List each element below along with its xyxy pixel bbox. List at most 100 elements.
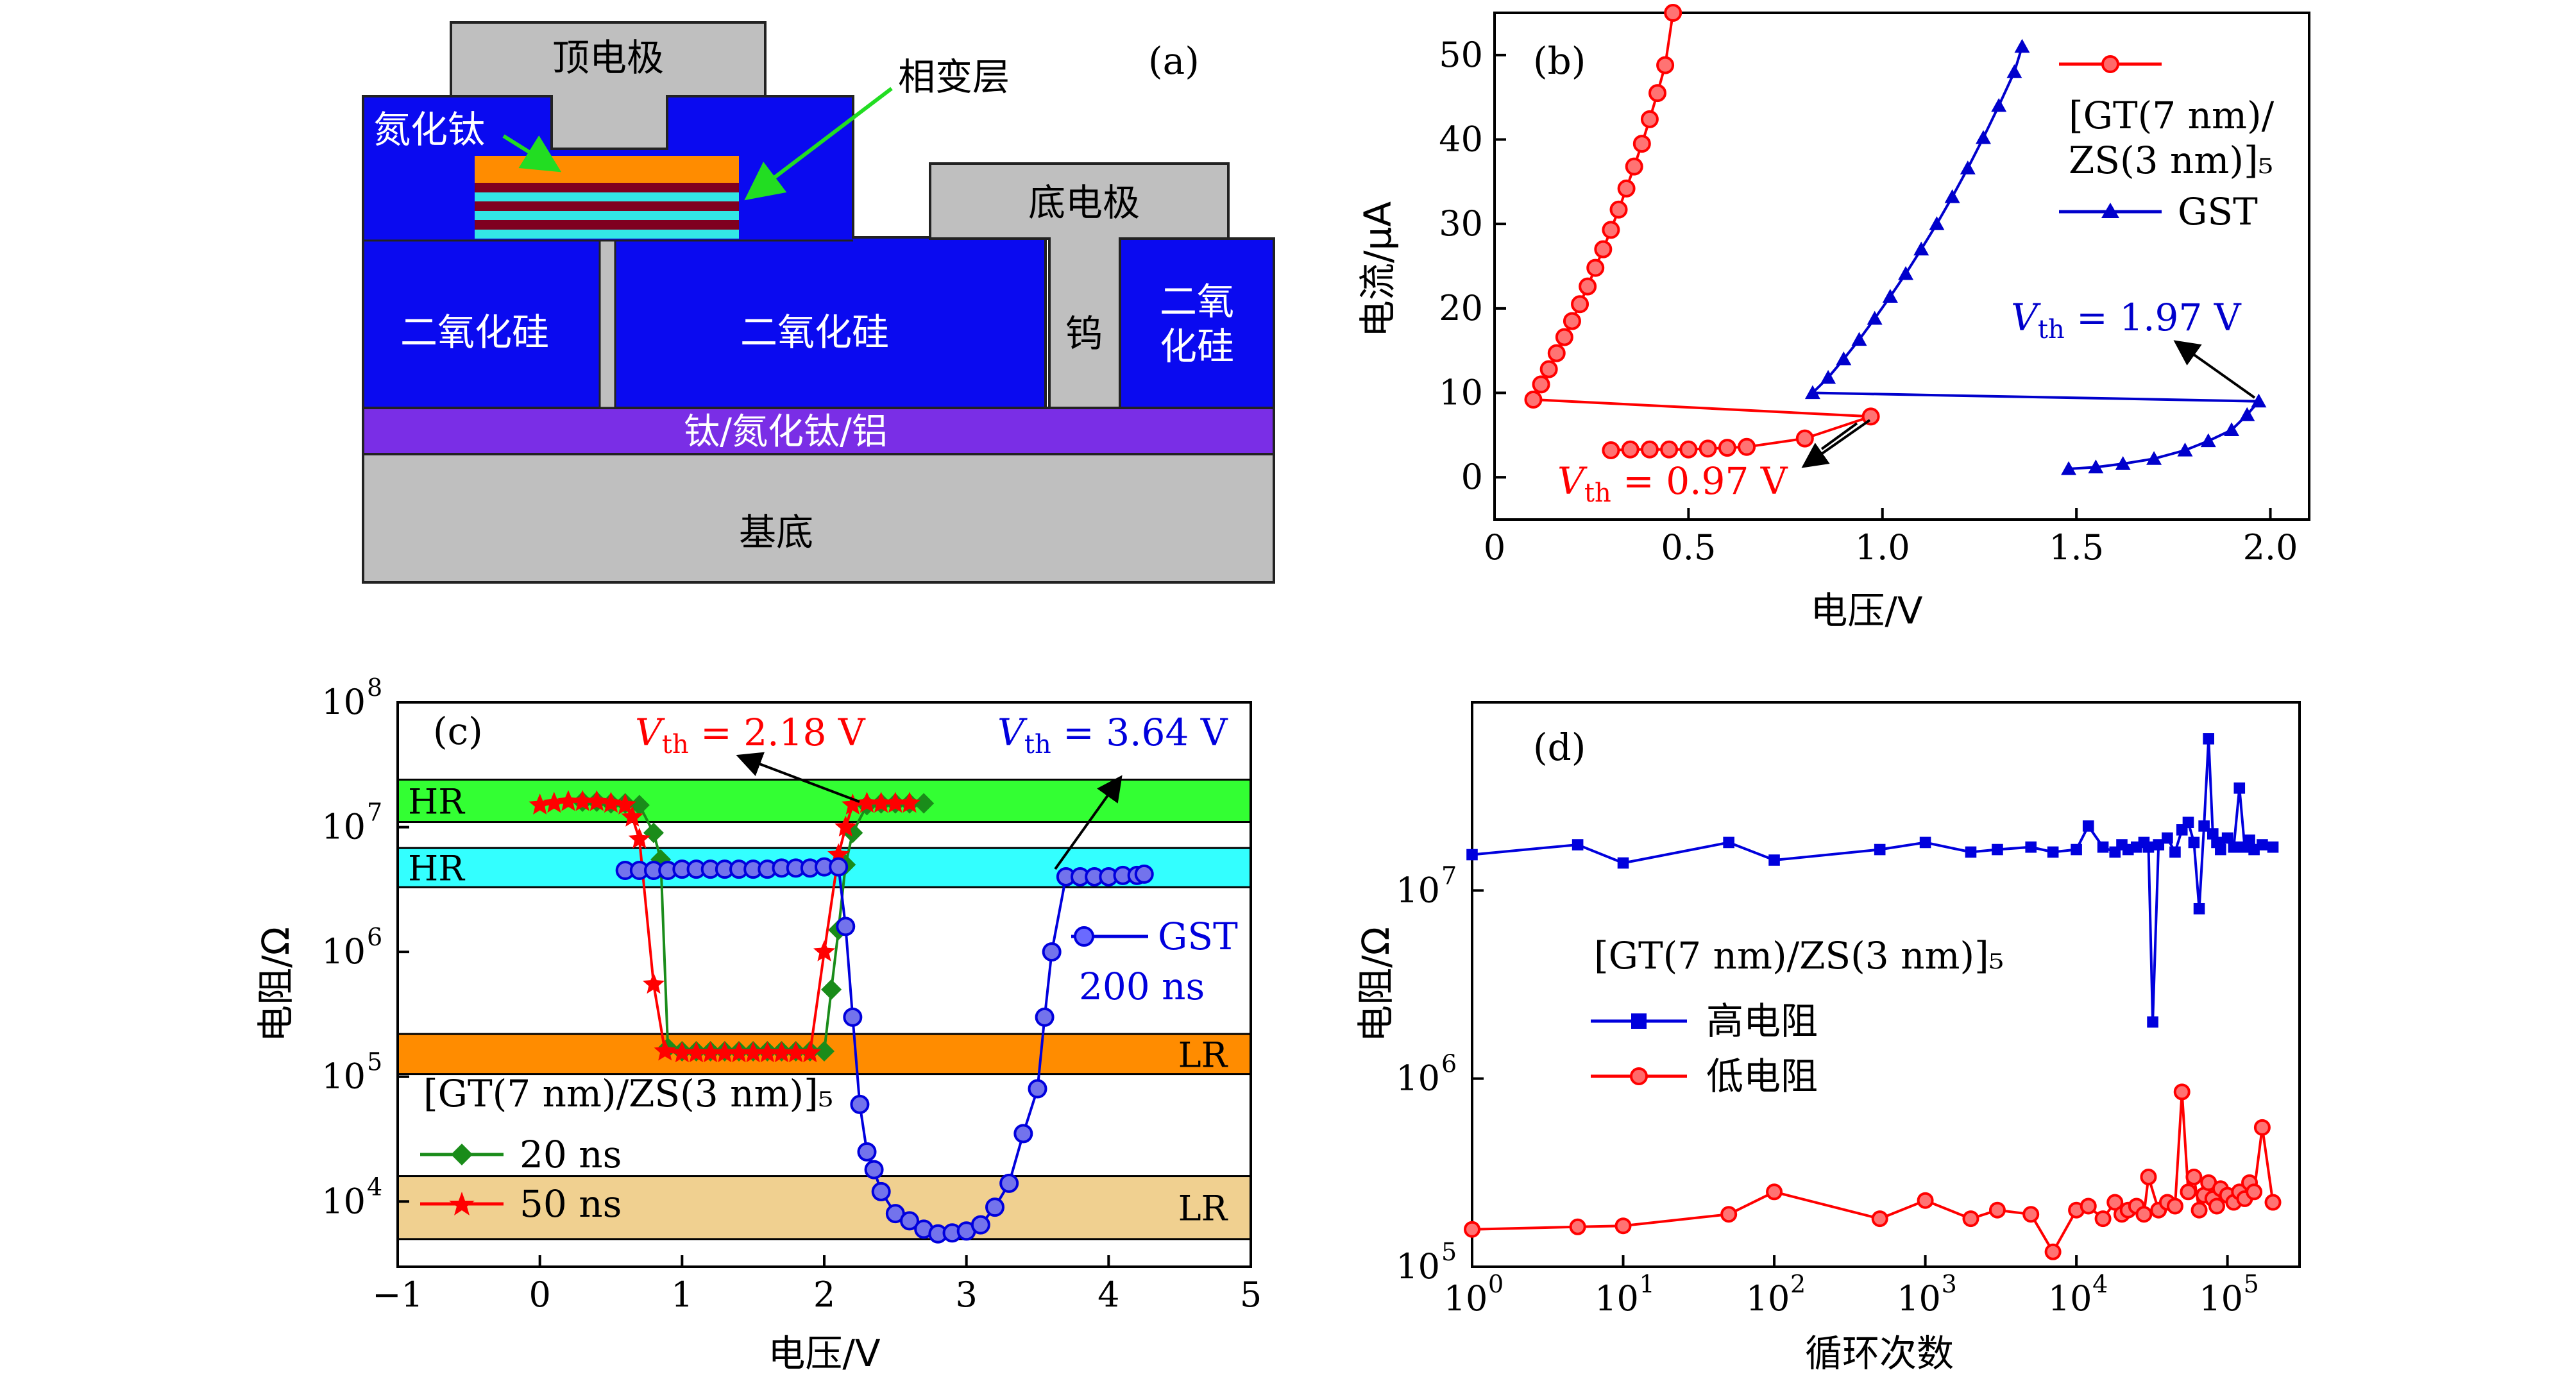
data-point xyxy=(629,795,650,816)
data-point xyxy=(600,791,622,813)
data-point xyxy=(2198,820,2210,832)
data-point xyxy=(2153,839,2165,850)
data-point xyxy=(2173,1083,2190,1101)
data-point xyxy=(1555,328,1573,346)
data-point xyxy=(572,790,594,811)
data-point xyxy=(2188,836,2200,849)
data-point xyxy=(1524,391,1543,409)
data-point xyxy=(1976,130,1991,144)
data-point xyxy=(586,790,608,811)
data-point xyxy=(1766,1183,1783,1201)
data-point xyxy=(2162,832,2173,844)
data-point xyxy=(770,1041,793,1063)
c-band xyxy=(396,779,1252,824)
d-ytick-label: 10 xyxy=(1396,870,1440,910)
d-ytick-exp: 5 xyxy=(1441,1238,1457,1266)
data-point xyxy=(2025,841,2037,853)
data-point xyxy=(1625,157,1643,176)
data-point xyxy=(1042,942,1062,962)
data-point xyxy=(699,1041,722,1063)
metal-stack-label: 钛/氮化钛/铝 xyxy=(684,411,888,453)
data-point xyxy=(1602,221,1620,239)
b-annot-arrow-red xyxy=(1801,419,1871,468)
data-point xyxy=(829,857,849,877)
data-point xyxy=(614,793,636,815)
d-legend-marker-low xyxy=(1630,1067,1648,1085)
data-point xyxy=(1804,385,1820,400)
data-point xyxy=(2182,816,2194,829)
data-point xyxy=(1640,440,1659,459)
data-point xyxy=(1738,437,1756,456)
d-xtick-exp: 4 xyxy=(2092,1270,2108,1298)
plot-frame-b xyxy=(1493,12,2310,521)
stack-pointer-arrow xyxy=(744,87,893,201)
d-legend-group: [GT(7 nm)/ZS(3 nm)]₅ xyxy=(1594,934,2004,977)
data-point xyxy=(1594,240,1613,258)
b-ytick-label: 10 xyxy=(1439,373,1483,413)
data-point xyxy=(643,822,664,843)
data-point xyxy=(1919,836,1931,849)
data-point xyxy=(1720,1206,1738,1223)
c-band-label: HR xyxy=(408,849,465,889)
sio2-right-label-1: 二氧 xyxy=(1160,280,1234,323)
data-point xyxy=(2251,393,2267,408)
b-ytick-label: 50 xyxy=(1439,35,1483,75)
data-point xyxy=(784,1041,807,1063)
series-line-1 xyxy=(1809,46,2262,470)
c-legend-group: [GT(7 nm)/ZS(3 nm)]₅ xyxy=(423,1072,833,1115)
data-point xyxy=(1679,440,1698,459)
data-point xyxy=(836,917,856,936)
c-xlabel: 电压/V xyxy=(768,1332,881,1375)
data-point xyxy=(1882,289,1898,303)
data-point xyxy=(2200,433,2216,448)
data-point xyxy=(543,791,565,813)
data-point xyxy=(1013,1124,1033,1144)
data-point xyxy=(2190,1201,2208,1219)
b-xtick-label: 0.5 xyxy=(1661,527,1716,568)
panel-d-chart: 10 0 10 1 10 2 10 3 10 4 10 510 510 610 7 (d) 循环次数 电阻/… xyxy=(1354,701,2301,1375)
data-point xyxy=(985,1197,1004,1217)
data-point xyxy=(2208,1197,2226,1215)
b-xtick-label: 1.5 xyxy=(2049,527,2104,568)
c-legend-marker-gst xyxy=(1074,926,1094,947)
c-ytick-label: 10 xyxy=(321,1181,366,1221)
d-legend-marker-high xyxy=(1631,1013,1647,1029)
data-point xyxy=(1960,160,1976,174)
data-point xyxy=(2146,451,2162,465)
data-point xyxy=(1992,843,2003,856)
data-point xyxy=(1768,854,1780,866)
data-point xyxy=(685,1041,708,1063)
data-point xyxy=(628,827,650,849)
c-band-label: LR xyxy=(1178,1035,1228,1075)
c-ytick-exp: 7 xyxy=(367,799,382,827)
bottom-electrode-block xyxy=(929,162,1230,409)
data-point xyxy=(2094,1210,2112,1228)
data-point xyxy=(1929,216,1945,230)
w-label: 钨 xyxy=(1065,312,1103,355)
data-point xyxy=(1871,1210,1888,1228)
tin-label: 氮化钛 xyxy=(373,108,485,151)
data-point xyxy=(970,1215,990,1235)
data-point xyxy=(1820,369,1836,384)
data-point xyxy=(654,1040,676,1061)
data-point xyxy=(1571,295,1589,314)
gray-slit xyxy=(598,239,616,409)
data-point xyxy=(1466,849,1478,861)
data-point xyxy=(2185,1169,2203,1186)
data-point xyxy=(2088,459,2104,473)
c-band-label: HR xyxy=(408,782,465,822)
b-ylabel: 电流/μA xyxy=(1356,201,1400,337)
data-point xyxy=(827,843,850,865)
b-annot-arrow-blue xyxy=(2173,340,2256,399)
data-point xyxy=(1962,1210,1979,1228)
stack-maroon-layer xyxy=(475,183,739,192)
d-xtick-label: 10 xyxy=(1897,1278,1941,1319)
c-ytick-exp: 5 xyxy=(367,1048,382,1076)
b-xtick-label: 2.0 xyxy=(2243,527,2298,568)
d-xtick-label: 10 xyxy=(2048,1278,2092,1319)
d-xtick-label: 10 xyxy=(2199,1278,2243,1319)
data-point xyxy=(2097,841,2109,853)
legend-b-marker-gt xyxy=(2101,55,2119,73)
b-annot-blue: Vth = 1.97 V xyxy=(2011,296,2242,344)
data-point xyxy=(671,1041,693,1063)
